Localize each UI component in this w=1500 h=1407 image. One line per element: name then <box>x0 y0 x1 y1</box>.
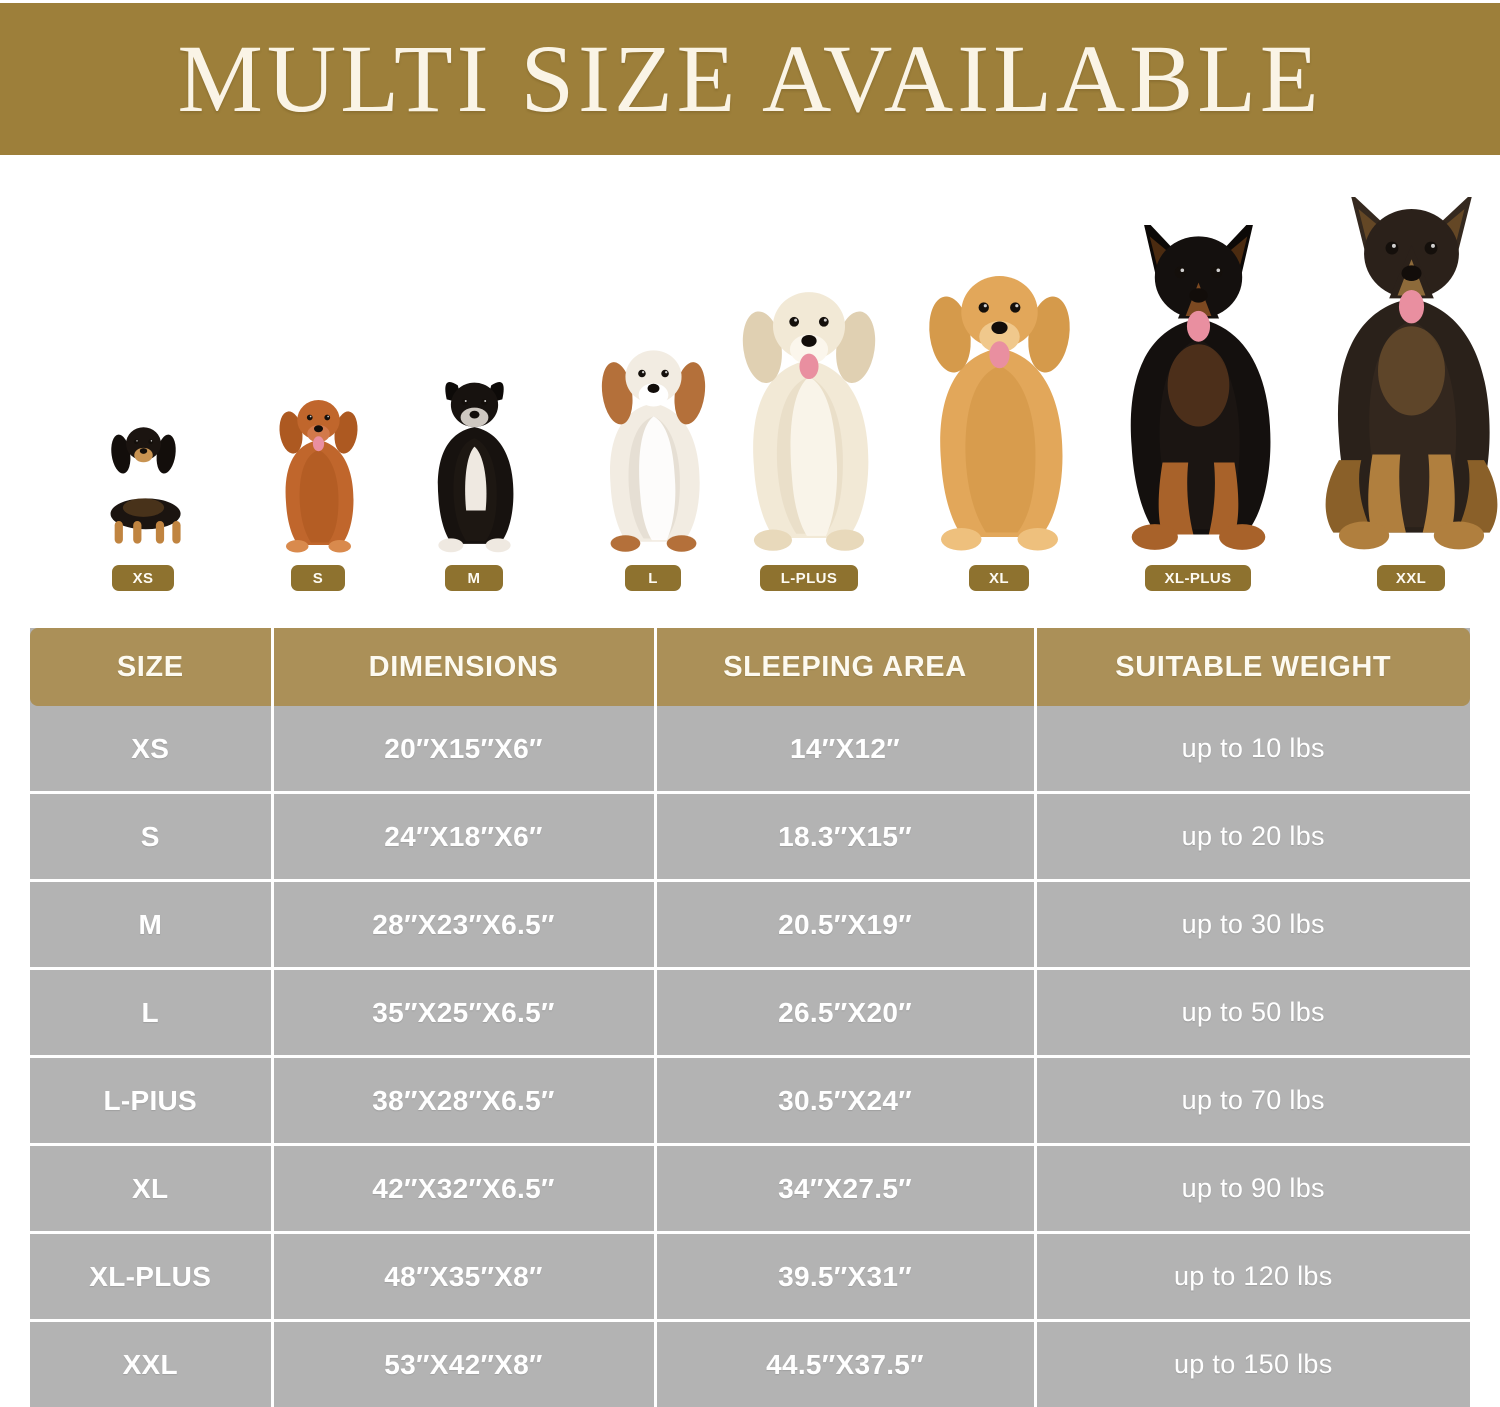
cell-sleeping-area: 30.5″X24″ <box>655 1057 1035 1145</box>
size-chart-table: SIZE DIMENSIONS SLEEPING AREA SUITABLE W… <box>30 628 1470 1407</box>
table-head: SIZE DIMENSIONS SLEEPING AREA SUITABLE W… <box>30 628 1470 706</box>
cell-dimensions: 20″X15″X6″ <box>272 706 655 793</box>
dog-figure-s <box>228 395 408 555</box>
cell-size: XS <box>30 706 272 793</box>
size-badge-xxl: XXL <box>1377 565 1445 591</box>
dog-figure-xl <box>909 267 1089 555</box>
column-header-dimensions: DIMENSIONS <box>272 628 655 706</box>
cell-size: M <box>30 881 272 969</box>
french-bulldog-illustration <box>405 377 544 555</box>
cell-size: XL-PLUS <box>30 1233 272 1321</box>
cell-size: XL <box>30 1145 272 1233</box>
cell-dimensions: 24″X18″X6″ <box>272 793 655 881</box>
cell-size: XXL <box>30 1321 272 1407</box>
cell-weight: up to 10 lbs <box>1035 706 1470 793</box>
title-banner: MULTI SIZE AVAILABLE <box>0 3 1500 155</box>
cell-dimensions: 53″X42″X8″ <box>272 1321 655 1407</box>
cell-dimensions: 28″X23″X6.5″ <box>272 881 655 969</box>
page-title: MULTI SIZE AVAILABLE <box>178 31 1323 127</box>
cell-sleeping-area: 34″X27.5″ <box>655 1145 1035 1233</box>
dog-figure-xxl <box>1321 197 1500 555</box>
cell-sleeping-area: 39.5″X31″ <box>655 1233 1035 1321</box>
cell-sleeping-area: 18.3″X15″ <box>655 793 1035 881</box>
cell-size: S <box>30 793 272 881</box>
cell-weight: up to 30 lbs <box>1035 881 1470 969</box>
dog-size-illustration-strip: XS S <box>0 158 1500 613</box>
cell-sleeping-area: 20.5″X19″ <box>655 881 1035 969</box>
cell-size: L <box>30 969 272 1057</box>
size-badge-l: L <box>625 565 681 591</box>
column-header-size: SIZE <box>30 628 272 706</box>
size-badge-xl: XL <box>969 565 1029 591</box>
dachshund-illustration <box>92 423 195 555</box>
cell-weight: up to 70 lbs <box>1035 1057 1470 1145</box>
size-badge-xs: XS <box>112 565 174 591</box>
dog-figure-xl-plus <box>1108 225 1288 555</box>
german-shepherd-illustration <box>1272 197 1500 555</box>
size-badge-s: S <box>291 565 345 591</box>
column-header-sleeping-area: SLEEPING AREA <box>655 628 1035 706</box>
table-header-row: SIZE DIMENSIONS SLEEPING AREA SUITABLE W… <box>30 628 1470 706</box>
dog-figure-xs <box>53 423 233 555</box>
size-badge-l-plus: L-PLUS <box>760 565 858 591</box>
cell-dimensions: 35″X25″X6.5″ <box>272 969 655 1057</box>
size-badge-m: M <box>445 565 503 591</box>
column-header-suitable-weight: SUITABLE WEIGHT <box>1035 628 1470 706</box>
cell-dimensions: 42″X32″X6.5″ <box>272 1145 655 1233</box>
cell-size: L-PIUS <box>30 1057 272 1145</box>
cell-dimensions: 38″X28″X6.5″ <box>272 1057 655 1145</box>
cell-weight: up to 20 lbs <box>1035 793 1470 881</box>
dog-figure-l-plus <box>719 283 899 555</box>
cell-weight: up to 90 lbs <box>1035 1145 1470 1233</box>
size-chart-table-wrapper: SIZE DIMENSIONS SLEEPING AREA SUITABLE W… <box>30 628 1470 1390</box>
golden-retriever-cream-illustration <box>703 283 915 555</box>
toy-poodle-illustration <box>256 395 381 555</box>
cell-weight: up to 120 lbs <box>1035 1233 1470 1321</box>
cell-sleeping-area: 14″X12″ <box>655 706 1035 793</box>
cell-dimensions: 48″X35″X8″ <box>272 1233 655 1321</box>
cell-sleeping-area: 44.5″X37.5″ <box>655 1321 1035 1407</box>
cell-sleeping-area: 26.5″X20″ <box>655 969 1035 1057</box>
cell-weight: up to 50 lbs <box>1035 969 1470 1057</box>
cell-weight: up to 150 lbs <box>1035 1321 1470 1407</box>
dog-figure-m <box>384 377 564 555</box>
size-badge-xl-plus: XL-PLUS <box>1145 565 1251 591</box>
